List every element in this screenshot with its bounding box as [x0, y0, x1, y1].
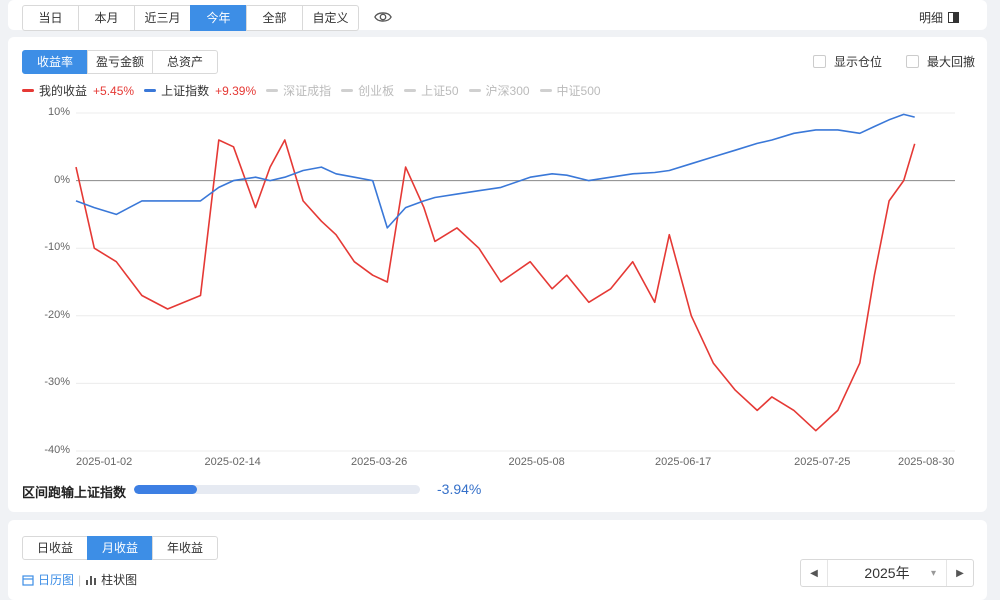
year-select[interactable]: 2025年 ▾ [827, 560, 947, 586]
legend-item-6[interactable]: 中证500 [539, 82, 601, 99]
checkbox-box[interactable] [906, 55, 919, 68]
prev-year-button[interactable]: ◀ [810, 567, 818, 579]
legend-item-5[interactable]: 沪深300 [468, 82, 530, 99]
x-tick-label: 2025-06-17 [654, 456, 712, 468]
show-position-checkbox[interactable]: 显示仓位 [813, 53, 882, 70]
calendar-view-link[interactable]: 日历图 [38, 573, 75, 587]
legend-name: 我的收益 [39, 84, 88, 98]
bar-chart-icon [86, 575, 97, 585]
legend-swatch [404, 89, 417, 92]
legend-swatch [539, 89, 552, 92]
period-tab-4[interactable]: 全部 [246, 5, 303, 31]
metric-tabs: 收益率 盈亏金额 总资产 [22, 50, 218, 74]
legend-swatch [22, 89, 34, 92]
legend-name: 上证50 [421, 84, 459, 98]
detail-toggle[interactable]: 明细 [919, 9, 959, 26]
eye-icon[interactable] [374, 8, 392, 26]
y-tick-label: 0% [54, 173, 70, 186]
y-tick-label: -40% [44, 444, 70, 456]
y-tick-label: -10% [44, 241, 70, 254]
x-tick-label: 2025-01-02 [76, 456, 133, 468]
legend-item-3[interactable]: 创业板 [341, 82, 394, 99]
legend-swatch [266, 89, 279, 92]
returns-tab-1[interactable]: 月收益 [87, 536, 153, 560]
legend-item-2[interactable]: 深证成指 [266, 82, 331, 99]
chart-card [8, 37, 987, 512]
returns-tabs: 日收益 月收益 年收益 [22, 536, 218, 560]
x-tick-label: 2025-03-26 [350, 456, 408, 468]
year-value: 2025年 [864, 565, 910, 581]
period-tab-1[interactable]: 本月 [78, 5, 135, 31]
period-tab-0[interactable]: 当日 [22, 5, 79, 31]
legend-item-1[interactable]: 上证指数 +9.39% [144, 82, 256, 99]
period-tab-3[interactable]: 今年 [190, 5, 247, 31]
legend-name: 深证成指 [283, 84, 332, 98]
period-bar: 当日 本月 近三月 今年 全部 自定义 明细 [8, 0, 987, 31]
legend-swatch [468, 89, 481, 92]
view-switch: 日历图 | 柱状图 [22, 571, 137, 588]
year-picker: ◀ 2025年 ▾ ▶ [800, 559, 974, 587]
legend-value: +9.39% [215, 83, 257, 98]
legend-swatch [144, 89, 157, 92]
max-drawdown-label: 最大回撤 [927, 55, 976, 69]
legend-name: 中证500 [556, 84, 601, 98]
legend-name: 沪深300 [485, 84, 530, 98]
x-tick-label: 2025-02-14 [204, 456, 261, 468]
chevron-down-icon: ▾ [930, 567, 936, 579]
bar-view-link[interactable]: 柱状图 [101, 573, 138, 587]
metric-tab-2[interactable]: 总资产 [152, 50, 218, 74]
relative-progress-bar [134, 485, 420, 494]
period-tab-5[interactable]: 自定义 [302, 5, 359, 31]
checkbox-box[interactable] [813, 55, 826, 68]
x-tick-label: 2025-05-08 [508, 456, 565, 468]
calendar-icon [22, 574, 34, 586]
metric-tab-1[interactable]: 盈亏金额 [87, 50, 153, 74]
relative-progress-fill [134, 485, 197, 494]
period-tab-2[interactable]: 近三月 [134, 5, 191, 31]
legend-item-4[interactable]: 上证50 [404, 82, 459, 99]
relative-label: 区间跑输上证指数 [22, 485, 127, 500]
returns-tab-2[interactable]: 年收益 [152, 536, 218, 560]
detail-label: 明细 [918, 11, 943, 25]
legend-name: 创业板 [358, 84, 395, 98]
metric-tab-0[interactable]: 收益率 [22, 50, 88, 74]
legend-item-0[interactable]: 我的收益 +5.45% [22, 82, 134, 99]
divider: | [78, 572, 82, 587]
next-year-button[interactable]: ▶ [956, 567, 964, 579]
panel-icon [948, 12, 959, 23]
legend-swatch [341, 89, 354, 92]
period-tabs: 当日 本月 近三月 今年 全部 自定义 [22, 5, 359, 31]
y-tick-label: -20% [44, 308, 70, 321]
chart-legend: 我的收益 +5.45% 上证指数 +9.39% 深证成指 创业板 上证50 沪深300 中证50… [22, 82, 611, 99]
relative-value: -3.94% [437, 481, 482, 497]
max-drawdown-checkbox[interactable]: 最大回撤 [906, 53, 975, 70]
legend-value: +5.45% [93, 83, 135, 98]
show-position-label: 显示仓位 [834, 55, 883, 69]
x-tick-label: 2025-07-25 [794, 456, 851, 468]
y-tick-label: -30% [44, 376, 70, 389]
returns-tab-0[interactable]: 日收益 [22, 536, 88, 560]
y-tick-label: 10% [47, 106, 70, 118]
x-tick-label: 2025-08-30 [898, 456, 955, 468]
legend-name: 上证指数 [161, 84, 210, 98]
